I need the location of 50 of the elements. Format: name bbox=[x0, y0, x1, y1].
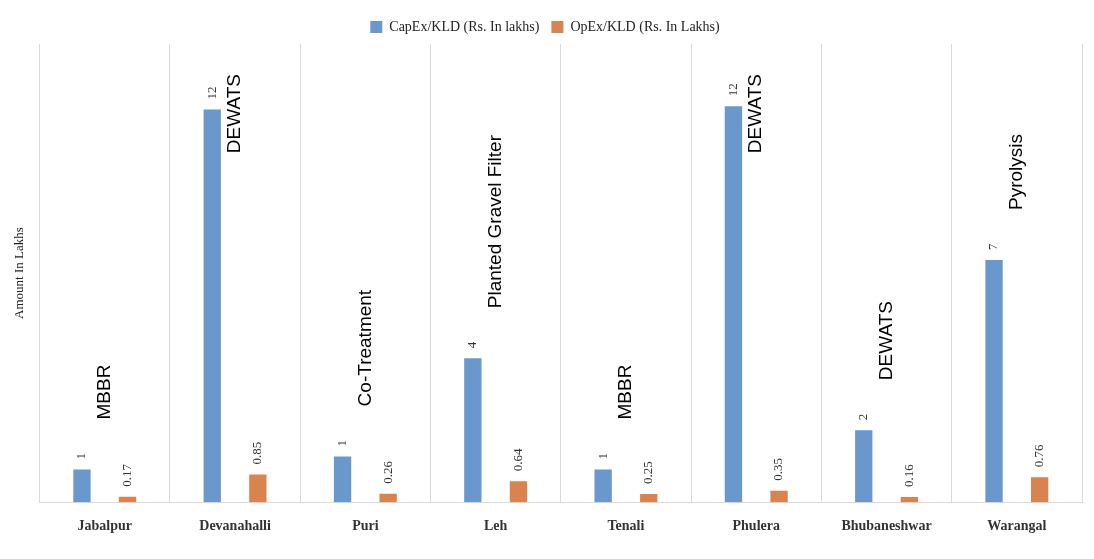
data-label: 0.25 bbox=[640, 461, 656, 485]
data-label: 12 bbox=[203, 86, 219, 100]
data-label: 0.17 bbox=[118, 463, 134, 487]
data-label: 0.76 bbox=[1031, 444, 1047, 468]
bar bbox=[333, 456, 352, 503]
bar bbox=[594, 469, 612, 503]
bar bbox=[985, 260, 1003, 503]
bar bbox=[509, 481, 528, 503]
data-label: 0.64 bbox=[509, 448, 525, 472]
data-label: 1 bbox=[594, 452, 610, 460]
annotation: MBBR bbox=[92, 364, 114, 420]
annotation: Co-Treatment bbox=[353, 289, 375, 407]
bar bbox=[464, 358, 482, 503]
bar bbox=[379, 493, 397, 503]
x-tick-label: Jabalpur bbox=[77, 518, 132, 534]
annotation: DEWATS bbox=[744, 73, 766, 154]
legend-label: CapEx/KLD (Rs. In lakhs) bbox=[389, 18, 540, 35]
data-label: 0.35 bbox=[770, 457, 786, 481]
data-label: 2 bbox=[855, 413, 871, 421]
annotation: DEWATS bbox=[223, 73, 245, 154]
y-axis-title: Amount In Lakhs bbox=[11, 227, 27, 319]
x-tick-label: Warangal bbox=[987, 518, 1047, 534]
legend-label: OpEx/KLD (Rs. In Lakhs) bbox=[570, 18, 721, 35]
data-label: 12 bbox=[724, 83, 740, 97]
annotation: Planted Gravel Filter bbox=[483, 134, 505, 309]
bar bbox=[640, 494, 658, 503]
x-tick-label: Leh bbox=[483, 518, 508, 534]
x-tick-label: Tenali bbox=[607, 518, 645, 534]
x-tick-label: Devanahalli bbox=[199, 518, 271, 534]
data-label: 1 bbox=[73, 452, 89, 460]
bar bbox=[1030, 477, 1049, 503]
x-tick-label: Bhubaneshwar bbox=[841, 518, 932, 534]
bar bbox=[724, 106, 743, 503]
bar bbox=[900, 496, 919, 503]
bar bbox=[73, 469, 91, 503]
data-label: 4 bbox=[464, 341, 480, 349]
x-tick-label: Phulera bbox=[732, 518, 780, 534]
annotation: DEWATS bbox=[874, 301, 896, 381]
data-label: 7 bbox=[985, 243, 1001, 251]
bar bbox=[770, 490, 788, 503]
bar bbox=[203, 109, 221, 503]
annotation: Pyrolysis bbox=[1005, 133, 1027, 211]
data-label: 1 bbox=[333, 439, 349, 447]
data-label: 0.26 bbox=[379, 460, 395, 484]
bar bbox=[249, 474, 267, 503]
data-label: 0.16 bbox=[900, 463, 916, 487]
annotation: MBBR bbox=[614, 364, 636, 420]
bar bbox=[855, 430, 873, 503]
data-label: 0.85 bbox=[249, 441, 265, 465]
x-tick-label: Puri bbox=[352, 518, 379, 534]
